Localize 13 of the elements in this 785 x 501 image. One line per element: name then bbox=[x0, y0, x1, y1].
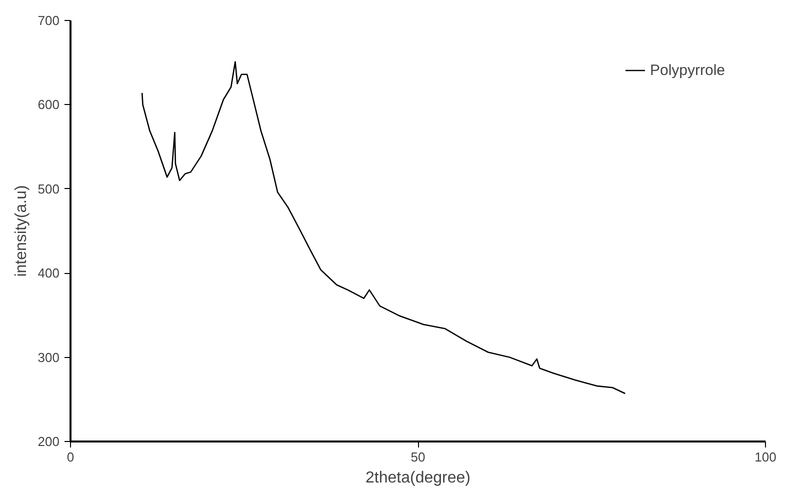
x-axis-title: 2theta(degree) bbox=[366, 470, 470, 486]
x-tick-label: 0 bbox=[66, 450, 74, 464]
y-tick-label: 600 bbox=[38, 97, 60, 112]
x-tick-label: 100 bbox=[754, 450, 776, 464]
y-tick-label: 700 bbox=[38, 13, 60, 28]
y-tick-label: 200 bbox=[38, 434, 60, 449]
y-tick-label: 400 bbox=[38, 266, 60, 281]
x-tick-label: 50 bbox=[410, 450, 426, 464]
y-tick-label: 500 bbox=[38, 181, 60, 196]
line-series bbox=[141, 61, 626, 394]
y-tick-label: 300 bbox=[38, 350, 60, 365]
legend-label: Polypyrrole bbox=[650, 62, 725, 78]
y-axis-title: intensity(a.u) bbox=[12, 185, 30, 277]
